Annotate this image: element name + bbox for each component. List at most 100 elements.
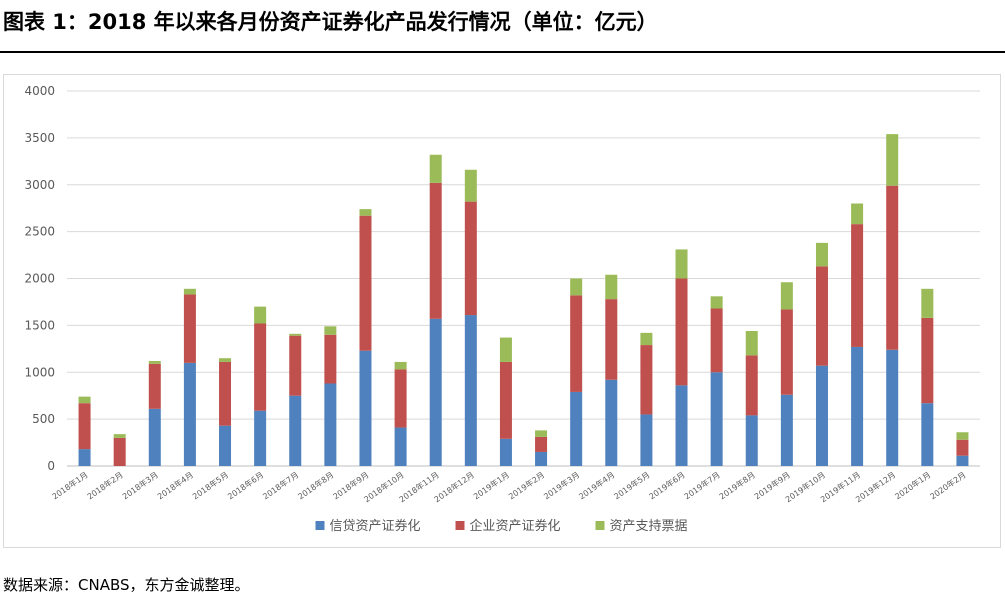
bar-segment <box>499 337 512 362</box>
stacked-bar-chart: 050010001500200025003000350040002018年1月2… <box>24 84 980 534</box>
x-tick-label: 2018年1月 <box>50 469 90 501</box>
bar-segment <box>745 355 758 416</box>
bar-segment <box>429 318 442 466</box>
y-tick-label: 3000 <box>24 178 55 192</box>
bar-segment <box>956 455 969 466</box>
bar-segment <box>78 449 91 466</box>
y-tick-label: 3500 <box>24 131 55 145</box>
bar-segment <box>710 296 723 309</box>
bar-segment <box>956 439 969 456</box>
bar-segment <box>394 369 407 428</box>
x-tick-label: 2019年2月 <box>507 469 547 501</box>
source-note: 数据来源：CNABS，东方金诚整理。 <box>3 576 250 594</box>
x-tick-label: 2019年7月 <box>682 469 722 501</box>
bar-segment <box>675 278 688 386</box>
bar-segment <box>886 349 899 466</box>
bar-segment <box>464 169 477 202</box>
bar-segment <box>640 345 653 415</box>
bar-segment <box>605 299 618 380</box>
bar-segment <box>815 242 828 267</box>
bar-segment <box>183 294 196 363</box>
bar-segment <box>219 361 232 426</box>
x-tick-label: 2018年3月 <box>120 469 160 501</box>
bar-segment <box>921 288 934 318</box>
bar-segment <box>780 282 793 310</box>
bar-segment <box>359 350 372 466</box>
bar-segment <box>745 415 758 466</box>
bar-segment <box>254 323 267 411</box>
bar-segment <box>429 154 442 183</box>
bar-segment <box>359 209 372 216</box>
bar-segment <box>780 309 793 395</box>
bar-segment <box>535 430 548 437</box>
x-tick-label: 2018年8月 <box>296 469 336 501</box>
bar-segment <box>921 317 934 404</box>
x-tick-label: 2018年6月 <box>226 469 266 501</box>
bar-segment <box>570 295 583 392</box>
bar-segment <box>324 334 337 384</box>
bar-segment <box>113 434 126 438</box>
bar-segment <box>289 333 302 336</box>
bar-segment <box>499 361 512 439</box>
bar-segment <box>886 185 899 350</box>
bar-segment <box>675 249 688 279</box>
title-divider <box>0 51 1005 53</box>
legend-swatch <box>455 521 465 530</box>
bar-segment <box>78 403 91 450</box>
bar-segment <box>183 362 196 466</box>
x-tick-label: 2019年3月 <box>542 469 582 501</box>
x-tick-label: 2019年1月 <box>471 469 511 501</box>
bar-segment <box>148 408 161 466</box>
bar-segment <box>886 134 899 186</box>
bar-segment <box>535 451 548 466</box>
bar-segment <box>219 425 232 466</box>
bar-segment <box>710 308 723 373</box>
bar-segment <box>183 288 196 295</box>
x-tick-label: 2018年4月 <box>155 469 195 501</box>
bar-segment <box>570 391 583 466</box>
bar-segment <box>956 432 969 440</box>
y-tick-label: 2500 <box>24 225 55 239</box>
bar-segment <box>429 182 442 319</box>
y-tick-label: 2000 <box>24 272 55 286</box>
x-tick-label: 2020年1月 <box>893 469 933 501</box>
bar-segment <box>640 414 653 466</box>
bar-segment <box>254 306 267 324</box>
bar-segment <box>851 203 864 225</box>
x-tick-label: 2018年2月 <box>85 469 125 501</box>
bar-segment <box>324 383 337 466</box>
legend-label: 资产支持票据 <box>610 519 688 534</box>
x-tick-label: 2018年7月 <box>261 469 301 501</box>
y-tick-label: 4000 <box>24 84 55 98</box>
bar-segment <box>113 437 126 466</box>
bar-segment <box>359 215 372 351</box>
bar-segment <box>815 266 828 366</box>
bar-segment <box>640 332 653 346</box>
bar-segment <box>464 315 477 466</box>
chart-frame: 0 500 1000 1500 2000 2500 3000 3500 4000 2018年1月 2… <box>3 74 1001 548</box>
bar-segment <box>745 331 758 356</box>
bar-segment <box>851 346 864 466</box>
bar-segment <box>148 363 161 409</box>
bar-segment <box>219 358 232 362</box>
bar-segment <box>605 379 618 466</box>
bar-segment <box>254 410 267 466</box>
x-tick-label: 2018年5月 <box>190 469 230 501</box>
bar-segment <box>289 395 302 466</box>
x-tick-label: 2020年2月 <box>928 469 968 501</box>
bar-segment <box>464 201 477 316</box>
x-tick-label: 2019年8月 <box>717 469 757 501</box>
bar-segment <box>675 385 688 466</box>
bar-segment <box>535 436 548 452</box>
bar-segment <box>605 274 618 300</box>
y-tick-label: 500 <box>32 412 55 426</box>
bar-segment <box>851 224 864 347</box>
legend-swatch <box>595 521 605 530</box>
bar-segment <box>324 326 337 335</box>
y-tick-label: 1500 <box>24 318 55 332</box>
legend-label: 信贷资产证券化 <box>330 518 421 534</box>
bar-segment <box>921 403 934 466</box>
bar-segment <box>148 361 161 364</box>
y-tick-label: 0 <box>47 459 55 473</box>
bar-segment <box>499 438 512 466</box>
